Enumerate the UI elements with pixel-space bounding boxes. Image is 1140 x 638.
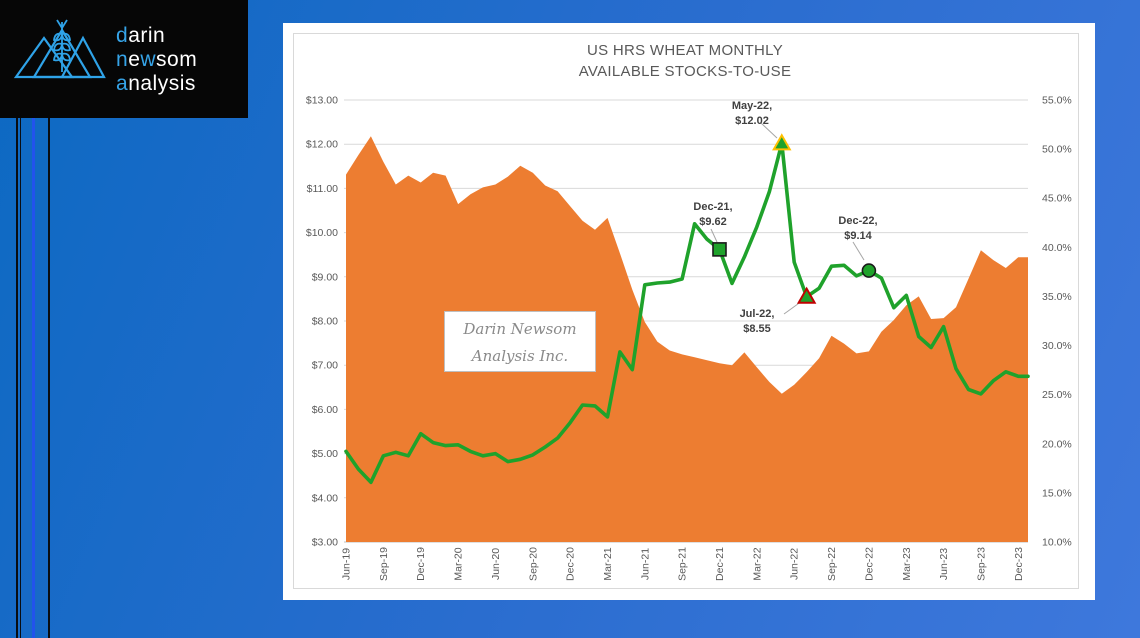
annotation-label: Dec-22, bbox=[838, 215, 877, 227]
left-axis-label: $4.00 bbox=[312, 492, 338, 504]
right-axis-label: 55.0% bbox=[1042, 95, 1072, 107]
logo-text: darin newsom analysis bbox=[116, 24, 197, 96]
dna-mountains-wheat-icon bbox=[13, 19, 106, 79]
left-axis-label: $6.00 bbox=[312, 404, 338, 416]
left-axis-label: $8.00 bbox=[312, 316, 338, 328]
x-axis-label: Dec-23 bbox=[1013, 547, 1025, 581]
wheat-icon bbox=[53, 19, 71, 72]
x-axis-label: Jun-23 bbox=[938, 548, 950, 580]
annotation-label: $12.02 bbox=[735, 115, 769, 127]
x-axis-label: Mar-22 bbox=[751, 547, 763, 580]
left-accent-line-black-3 bbox=[48, 118, 50, 638]
marker-triangle bbox=[796, 286, 817, 304]
chart-area-border bbox=[293, 33, 1079, 589]
left-axis-label: $10.00 bbox=[306, 227, 338, 239]
right-axis-label: 20.0% bbox=[1042, 438, 1072, 450]
left-axis-label: $13.00 bbox=[306, 95, 338, 107]
watermark-line2: Analysis Inc. bbox=[471, 347, 569, 365]
price-line bbox=[344, 141, 1030, 485]
left-accent-line-black-2 bbox=[20, 118, 21, 638]
annotation-label: Jul-22, bbox=[740, 308, 775, 320]
watermark: Darin Newsom Analysis Inc. bbox=[444, 311, 596, 372]
x-axis-label: Jun-22 bbox=[789, 548, 801, 580]
right-axis-label: 35.0% bbox=[1042, 291, 1072, 303]
annotation-leader-line bbox=[852, 241, 865, 261]
x-axis-label: Sep-22 bbox=[826, 547, 838, 581]
left-axis-label: $9.00 bbox=[312, 271, 338, 283]
x-axis-label: Sep-19 bbox=[378, 547, 390, 581]
annotation-leader-line bbox=[760, 122, 778, 139]
left-axis-label: $11.00 bbox=[307, 183, 338, 195]
left-accent-line-black-1 bbox=[16, 118, 18, 638]
annotation-label: $9.14 bbox=[844, 230, 872, 242]
annotation-label: $8.55 bbox=[743, 323, 771, 335]
x-axis-label: Jun-21 bbox=[639, 548, 651, 580]
x-axis-label: Jun-20 bbox=[490, 548, 502, 580]
x-axis-label: Mar-21 bbox=[602, 547, 614, 580]
marker-circle bbox=[861, 263, 877, 278]
marker-triangle bbox=[772, 133, 792, 151]
annotation-label: Dec-21, bbox=[693, 201, 732, 213]
x-axis-label: Mar-20 bbox=[453, 547, 465, 580]
left-axis-label: $3.00 bbox=[312, 537, 338, 549]
chart-title-line2: AVAILABLE STOCKS-TO-USE bbox=[578, 63, 792, 80]
x-axis-label: Dec-19 bbox=[415, 547, 427, 581]
chart-title: US HRS WHEAT MONTHLY AVAILABLE STOCKS-TO… bbox=[293, 40, 1077, 82]
right-axis-label: 15.0% bbox=[1042, 487, 1072, 499]
stocks-to-use-area bbox=[346, 136, 1028, 543]
left-accent-line-blue bbox=[32, 118, 35, 638]
x-axis-label: Dec-20 bbox=[565, 547, 577, 581]
left-axis-label: $12.00 bbox=[306, 139, 338, 151]
annotation-label: May-22, bbox=[732, 100, 772, 112]
right-axis-label: 40.0% bbox=[1042, 242, 1072, 254]
right-axis-label: 50.0% bbox=[1042, 144, 1072, 156]
x-axis-label: Dec-21 bbox=[714, 547, 726, 581]
marker-square bbox=[712, 242, 727, 257]
x-axis-label: Dec-22 bbox=[863, 547, 875, 581]
watermark-line1: Darin Newsom bbox=[463, 320, 577, 338]
right-axis-label: 30.0% bbox=[1042, 340, 1072, 352]
x-axis-label: Jun-19 bbox=[341, 548, 353, 580]
right-axis-label: 25.0% bbox=[1042, 389, 1072, 401]
left-axis-label: $7.00 bbox=[312, 360, 338, 372]
logo-word-analysis: analysis bbox=[116, 72, 196, 95]
left-axis-label: $5.00 bbox=[312, 448, 338, 460]
logo-word-newsom: newsom bbox=[116, 48, 198, 71]
logo-word-darin: darin bbox=[116, 24, 166, 47]
right-axis-label: 45.0% bbox=[1042, 193, 1072, 205]
x-axis-label: Sep-20 bbox=[527, 547, 539, 581]
x-axis-label: Sep-21 bbox=[677, 547, 689, 581]
annotation-leader-line bbox=[710, 228, 718, 243]
logo-block: darin newsom analysis bbox=[0, 0, 248, 118]
right-axis-label: 10.0% bbox=[1042, 537, 1072, 549]
chart-title-line1: US HRS WHEAT MONTHLY bbox=[586, 42, 783, 59]
x-axis-label: Mar-23 bbox=[901, 547, 913, 580]
annotation-label: $9.62 bbox=[699, 216, 727, 228]
x-axis-label: Sep-23 bbox=[975, 547, 987, 581]
